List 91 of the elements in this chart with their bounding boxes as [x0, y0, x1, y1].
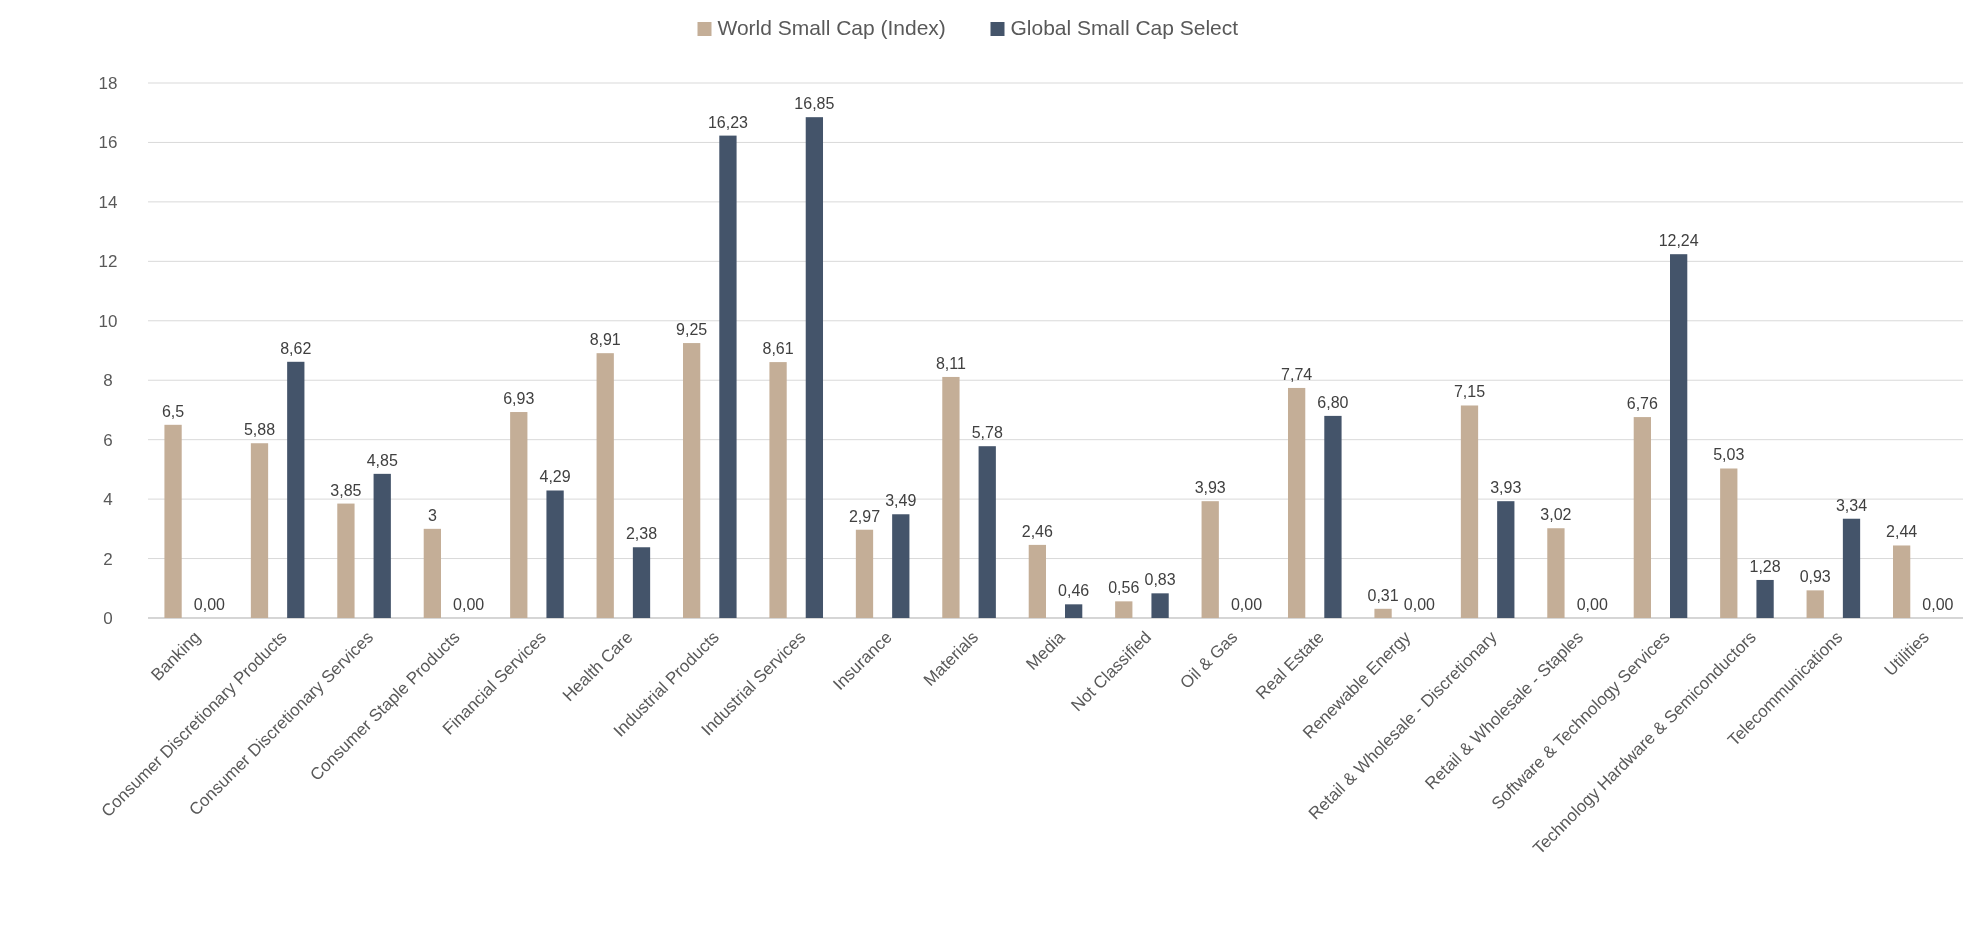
legend-label: World Small Cap (Index)	[717, 16, 946, 39]
data-label: 0,93	[1799, 568, 1831, 586]
data-label: 2,46	[1021, 522, 1054, 540]
data-label: 3,93	[1490, 479, 1522, 497]
data-label: 5,88	[243, 421, 276, 439]
data-label: 3,93	[1194, 479, 1226, 497]
data-label: 6,76	[1626, 395, 1659, 413]
data-label: 4,85	[366, 451, 398, 469]
bar	[892, 514, 910, 618]
bar	[1892, 545, 1911, 618]
data-label: 0,00	[1922, 596, 1954, 613]
bar	[978, 446, 996, 618]
data-label: 7,74	[1281, 365, 1313, 383]
bar	[1028, 544, 1046, 618]
data-label: 0,00	[1403, 596, 1436, 613]
data-label: 3,34	[1835, 496, 1868, 514]
data-label: 12,24	[1658, 232, 1699, 250]
data-label: 8,61	[762, 340, 794, 358]
data-label: 8,91	[589, 331, 621, 349]
bar	[287, 361, 305, 618]
bar	[1547, 528, 1565, 618]
y-tick-label: 8	[103, 371, 113, 391]
bar	[769, 362, 787, 618]
bar	[1324, 415, 1342, 618]
bar	[423, 528, 441, 618]
bar	[1497, 501, 1515, 618]
bar	[1633, 417, 1651, 618]
data-label: 7,15	[1453, 383, 1486, 401]
data-label: 3,02	[1540, 506, 1572, 524]
data-label: 1,28	[1749, 557, 1781, 575]
data-label: 6,93	[503, 390, 535, 408]
bar	[632, 547, 651, 618]
data-label: 0,83	[1144, 571, 1176, 589]
bar	[1842, 518, 1861, 618]
data-label: 0,00	[1576, 596, 1608, 613]
data-label: 3,85	[330, 481, 362, 499]
data-label: 3,49	[885, 492, 917, 510]
bar	[510, 412, 528, 618]
y-tick-label: 6	[103, 430, 113, 450]
data-label: 6,5	[161, 402, 185, 420]
bar	[1287, 387, 1306, 618]
data-label: 2,38	[625, 525, 658, 543]
data-label: 0,00	[453, 596, 485, 613]
bar	[1151, 593, 1169, 618]
data-label: 0,00	[1230, 596, 1263, 613]
bar	[1460, 405, 1479, 618]
x-tick-label: Oil & Gas	[1176, 627, 1242, 693]
bar	[164, 424, 182, 618]
data-label: 0,56	[1108, 579, 1140, 597]
data-label: 2,97	[848, 507, 881, 525]
y-tick-label: 12	[98, 252, 118, 272]
y-tick-label: 16	[98, 133, 118, 153]
y-tick-label: 4	[103, 490, 113, 510]
bar	[805, 117, 824, 618]
data-label: 0,46	[1058, 582, 1090, 600]
bar	[337, 503, 355, 618]
bar	[1115, 601, 1133, 618]
data-label: 0,31	[1367, 586, 1399, 604]
data-label: 5,03	[1713, 446, 1745, 464]
bar	[1670, 254, 1688, 618]
bar	[373, 473, 391, 618]
data-label: 3	[427, 506, 437, 524]
bar	[250, 443, 269, 618]
y-tick-label: 0	[103, 609, 113, 628]
bar	[546, 490, 564, 618]
y-tick-label: 2	[103, 549, 113, 569]
data-label: 16,85	[794, 95, 835, 113]
bar	[1065, 604, 1083, 618]
data-label: 2,44	[1886, 523, 1918, 541]
data-label: 0,00	[193, 596, 226, 613]
bar	[942, 376, 960, 618]
bar	[1756, 579, 1774, 618]
data-label: 8,62	[280, 339, 312, 357]
bar	[855, 529, 874, 618]
data-label: 9,25	[676, 321, 708, 339]
data-label: 4,29	[539, 468, 571, 486]
bar	[596, 353, 614, 618]
data-label: 8,11	[935, 354, 966, 372]
y-tick-label: 14	[98, 192, 118, 212]
y-tick-label: 10	[98, 311, 118, 331]
bar	[1374, 608, 1392, 618]
data-label: 6,80	[1317, 393, 1349, 411]
bar	[1806, 590, 1824, 618]
data-label: 5,78	[971, 424, 1003, 442]
legend-label: Global Small Cap Select	[1010, 16, 1239, 39]
bar	[1201, 501, 1219, 618]
bar	[719, 135, 737, 618]
y-tick-label: 18	[98, 74, 118, 93]
bar	[1720, 468, 1738, 618]
data-label: 16,23	[707, 113, 749, 131]
bar	[682, 343, 701, 618]
